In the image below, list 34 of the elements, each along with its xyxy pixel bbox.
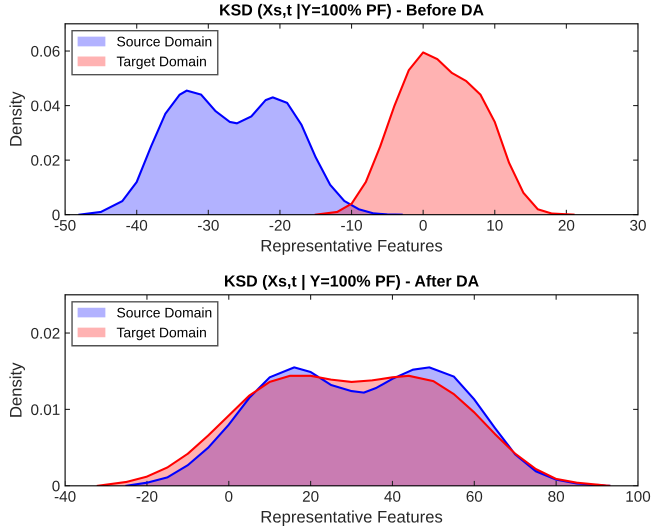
legend-label: Target Domain xyxy=(116,327,206,340)
x-tick-label: 20 xyxy=(302,491,319,502)
x-tick-label: -50 xyxy=(54,220,76,231)
y-tick-label: 0.06 xyxy=(31,46,60,57)
y-tick-label: 0.02 xyxy=(31,328,60,339)
x-axis-title: Representative Features xyxy=(262,510,442,526)
x-tick-label: 60 xyxy=(466,491,482,502)
y-tick-label: 0 xyxy=(52,480,60,492)
x-tick-label: -40 xyxy=(54,491,76,502)
x-tick-label: 80 xyxy=(548,491,564,502)
y-tick-label: 0.04 xyxy=(31,100,60,112)
x-tick-label: -30 xyxy=(198,220,219,231)
x-tick-label: 20 xyxy=(558,220,574,231)
x-tick-label: 0 xyxy=(420,220,427,231)
y-tick-label: 0 xyxy=(52,210,60,220)
x-tick-label: 40 xyxy=(384,491,400,502)
x-tick-label: -20 xyxy=(270,220,290,231)
x-tick-label: -10 xyxy=(341,220,362,231)
chart-title: KSD (Xs,t |Y=100% PF) - Before DA xyxy=(220,4,484,19)
x-tick-label: 10 xyxy=(487,220,503,231)
x-tick-label: -20 xyxy=(136,491,158,502)
legend-label: Source Domain xyxy=(117,307,212,318)
legend-label: Target Domain xyxy=(116,56,206,70)
x-tick-label: -40 xyxy=(126,220,148,231)
legend-label: Source Domain xyxy=(117,36,212,46)
x-tick-label: 100 xyxy=(626,491,650,502)
y-tick-label: 0.01 xyxy=(31,404,60,416)
x-tick-label: 30 xyxy=(630,220,646,231)
y-tick-label: 0.02 xyxy=(31,154,60,166)
y-axis-title: Density xyxy=(9,91,25,146)
chart-title: KSD (Xs,t | Y=100% PF) - After DA xyxy=(225,274,479,290)
y-axis-title: Density xyxy=(9,362,25,417)
x-tick-label: 0 xyxy=(225,491,232,502)
x-axis-title: Representative Features xyxy=(262,239,442,255)
